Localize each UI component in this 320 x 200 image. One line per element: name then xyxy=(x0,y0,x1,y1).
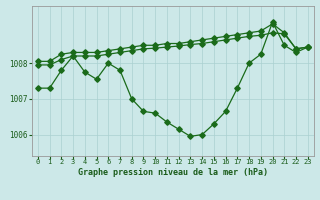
X-axis label: Graphe pression niveau de la mer (hPa): Graphe pression niveau de la mer (hPa) xyxy=(78,168,268,177)
